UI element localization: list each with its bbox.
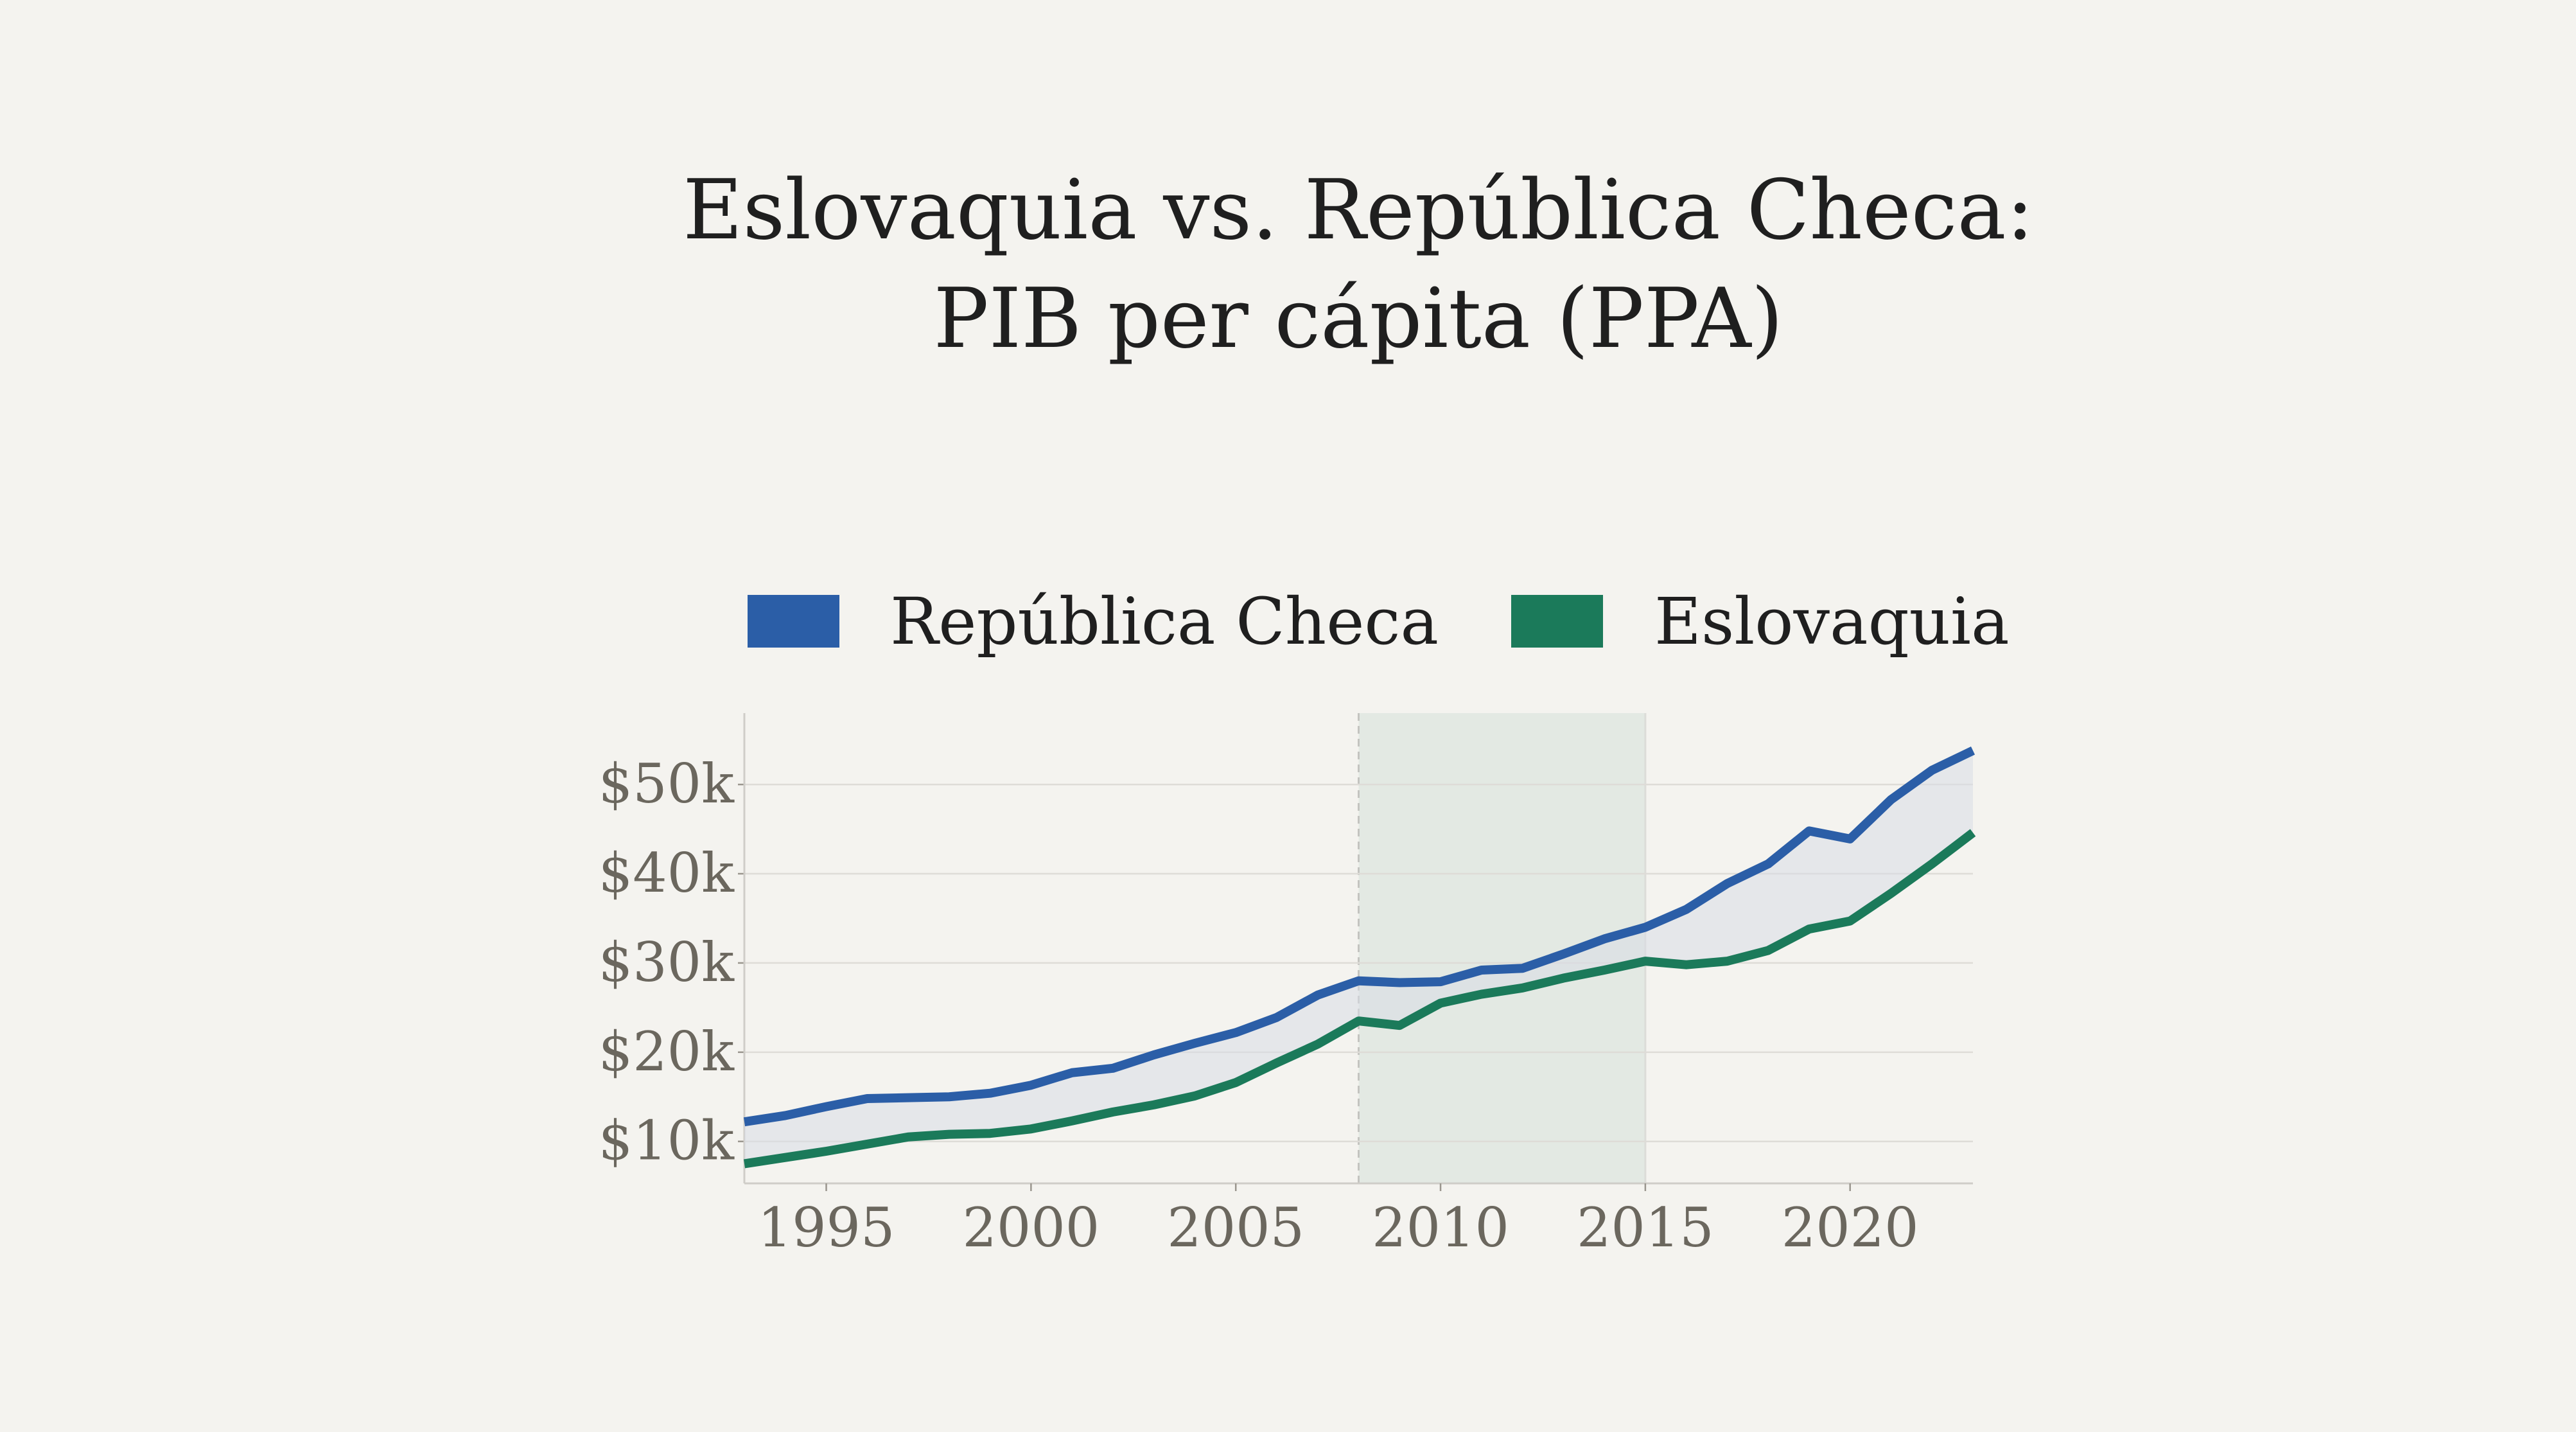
chart-title-line-1: Eslovaquia vs. República Checa:	[683, 163, 2034, 258]
y-tick-label: $40k	[599, 842, 735, 905]
x-tick-label: 2000	[962, 1196, 1100, 1259]
legend-label-czech: República Checa	[890, 584, 1439, 659]
legend: República Checa Eslovaquia	[748, 584, 2010, 659]
series-line-slovakia	[743, 829, 1976, 1169]
x-tick-label: 1995	[758, 1196, 895, 1259]
legend-swatch-czech	[748, 595, 839, 648]
legend-swatch-slovakia	[1511, 595, 1603, 648]
legend-label-slovakia: Eslovaquia	[1654, 584, 2010, 659]
x-tick-label: 2010	[1372, 1196, 1509, 1259]
y-tick-label: $10k	[599, 1109, 735, 1172]
x-tick-label: 2005	[1167, 1196, 1304, 1259]
y-tick-label: $50k	[599, 752, 735, 815]
x-tick-label: 2015	[1577, 1196, 1714, 1259]
plot-area: $10k $20k $30k $40k $50k 1995 2000 2005 2010 2015…	[599, 713, 1976, 1259]
series-line-czech	[743, 747, 1976, 1127]
chart-title-line-2: PIB per cápita (PPA)	[933, 271, 1783, 367]
y-tick-label: $20k	[599, 1020, 735, 1083]
y-tick-label: $30k	[599, 931, 735, 994]
x-tick-label: 2020	[1782, 1196, 1919, 1259]
